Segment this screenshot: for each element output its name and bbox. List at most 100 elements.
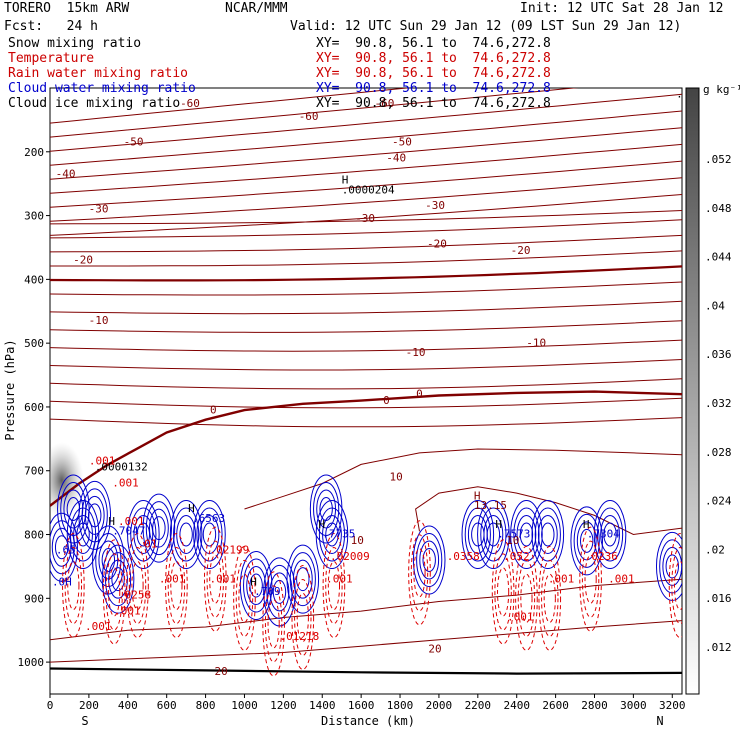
isotherm-line	[50, 417, 682, 428]
rain-contour	[515, 545, 538, 651]
rain-contour	[267, 599, 280, 649]
contour-annotation: .001	[118, 515, 145, 528]
contour-annotation: H	[108, 515, 115, 528]
isotherm-line	[50, 143, 682, 194]
rain-contour	[64, 547, 83, 625]
cloud-water-contour	[84, 495, 105, 535]
colorbar-label: .028	[705, 446, 732, 459]
freezing-level-line	[50, 390, 682, 507]
cloud-water-contour	[537, 515, 558, 555]
rain-contour	[668, 533, 682, 639]
contour-annotation: .30	[680, 544, 700, 557]
rain-contour	[491, 539, 515, 645]
rain-contour	[203, 526, 227, 632]
snow-shading	[50, 442, 84, 519]
colorbar-label: .044	[705, 251, 732, 264]
contour-annotation: .001	[507, 611, 534, 624]
rain-contour	[233, 545, 256, 651]
cloud-water-contour	[202, 522, 217, 547]
temperature-contour-label: -60	[180, 97, 200, 110]
isotherm-line	[50, 359, 682, 371]
contour-annotation: .709	[254, 585, 281, 598]
cloud-water-contour	[593, 500, 627, 570]
rain-contour	[105, 553, 123, 631]
x-tick-label: 2200	[465, 699, 492, 712]
rain-contour	[131, 561, 144, 611]
contour-annotation: .001	[85, 620, 112, 633]
y-tick-label: 900	[24, 592, 44, 605]
x-tick-label: 3000	[620, 699, 647, 712]
cloud-water-contour	[573, 513, 600, 568]
header-center: NCAR/MMM	[225, 1, 288, 16]
cloud-water-contour	[596, 507, 624, 562]
y-tick-label: 600	[24, 401, 44, 414]
rain-contour	[673, 561, 682, 611]
temperature-contour-label: -10	[526, 336, 546, 349]
isotherm-line	[50, 88, 412, 124]
temperature-contour-label: -50	[124, 135, 144, 148]
temperature-contour-label: -20	[511, 244, 531, 257]
temperature-contour-label: -40	[386, 151, 406, 164]
temperature-contour-label: -30	[355, 212, 375, 225]
contour-annotation: .0258	[118, 588, 151, 601]
colorbar-label: .052	[705, 153, 732, 166]
surface-line	[50, 667, 682, 675]
rain-contour	[238, 573, 251, 623]
colorbar-label: .02	[705, 543, 725, 556]
rain-contour	[408, 520, 431, 626]
colorbar-label: .04	[705, 299, 725, 312]
rain-contour	[206, 540, 224, 618]
isotherm-line	[50, 578, 682, 641]
rain-contour	[294, 578, 312, 656]
cloud-water-contour	[73, 515, 93, 555]
x-tick-label: 1600	[348, 699, 375, 712]
isotherm-line	[50, 397, 682, 409]
rain-contour	[296, 592, 309, 642]
contour-annotation: H	[495, 518, 502, 531]
contour-annotation: .02199	[209, 544, 249, 557]
cloud-water-contour	[95, 533, 122, 588]
y-tick-label: 1000	[18, 656, 45, 669]
isotherm-line	[50, 110, 682, 166]
cloud-water-contour	[286, 544, 320, 614]
cloud-water-contour	[513, 507, 540, 562]
temperature-contour-label: 10	[351, 534, 364, 547]
field-name-1: Temperature	[8, 51, 95, 66]
isotherm-line	[50, 320, 682, 333]
y-tick-label: 700	[24, 465, 44, 478]
temperature-contour-label: -50	[392, 135, 412, 148]
x-tick-label: 3200	[659, 699, 686, 712]
temperature-contour-label: 0	[416, 387, 423, 400]
field-coords-4: XY= 90.8, 56.1 to 74.6,272.8	[316, 96, 551, 111]
contour-annotation: 13.15	[474, 499, 507, 512]
rain-contour	[165, 533, 188, 639]
cloud-water-contour	[292, 559, 313, 599]
isotherm-line	[50, 88, 579, 138]
isotherm-line	[50, 339, 682, 352]
contour-annotation: .6563	[192, 512, 225, 525]
isotherm-line	[50, 93, 682, 152]
cloud-water-contour	[88, 503, 102, 528]
temperature-contour-label: 10	[506, 534, 519, 547]
cloud-water-contour	[576, 521, 597, 561]
contour-annotation: .001	[89, 454, 116, 467]
cloud-water-contour	[289, 552, 316, 607]
field-coords-1: XY= 90.8, 56.1 to 74.6,272.8	[316, 51, 551, 66]
x-tick-label: 2400	[503, 699, 530, 712]
y-axis-label: Pressure (hPa)	[3, 339, 17, 440]
field-coords-2: XY= 90.8, 56.1 to 74.6,272.8	[316, 66, 551, 81]
rain-contour	[671, 547, 682, 625]
rain-contour	[413, 548, 426, 598]
contour-annotation: .001	[326, 572, 353, 585]
field-name-0: Snow mixing ratio	[8, 36, 142, 51]
rain-contour	[264, 585, 283, 663]
rain-contour	[543, 573, 556, 623]
cloud-water-contour	[322, 515, 342, 555]
cloud-water-contour	[534, 507, 561, 562]
contour-annotation: H	[250, 576, 257, 589]
contour-annotation: .00	[678, 563, 698, 576]
field-name-4: Cloud ice mixing ratio	[8, 96, 181, 111]
isotherm-line	[50, 250, 682, 267]
header-valid: Valid: 12 UTC Sun 29 Jan 12 (09 LST Sun …	[290, 19, 682, 34]
